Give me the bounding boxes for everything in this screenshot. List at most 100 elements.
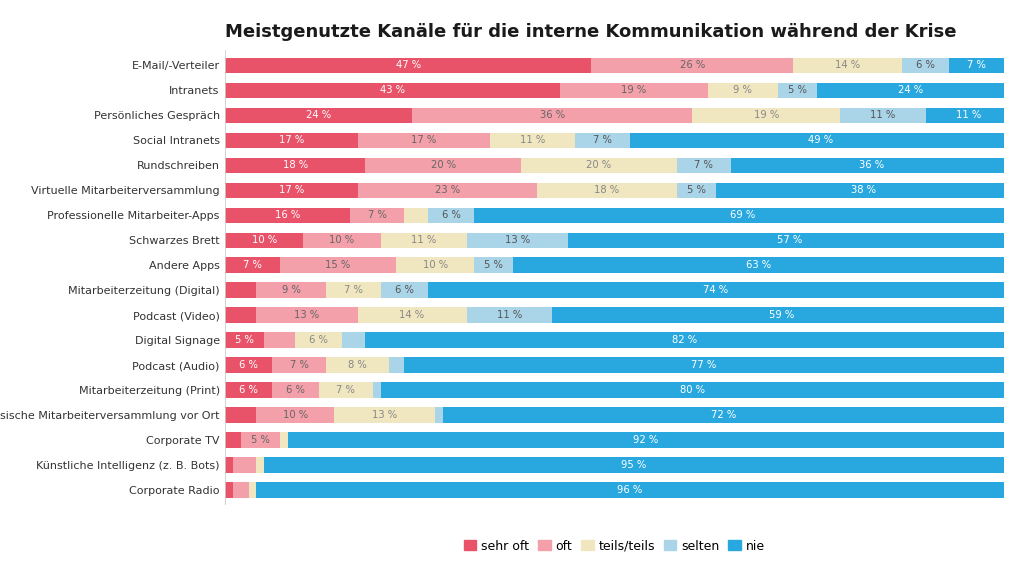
Text: 7 %: 7 % bbox=[243, 260, 262, 270]
Bar bbox=[677, 158, 731, 173]
Bar bbox=[225, 432, 241, 448]
Bar bbox=[537, 182, 677, 198]
Text: 13 %: 13 % bbox=[373, 410, 397, 420]
Bar bbox=[256, 457, 264, 473]
Text: 57 %: 57 % bbox=[777, 235, 802, 245]
Bar bbox=[716, 182, 1012, 198]
Text: 10 %: 10 % bbox=[283, 410, 308, 420]
Bar bbox=[412, 108, 692, 123]
Bar bbox=[350, 208, 404, 223]
Bar bbox=[708, 82, 778, 98]
Bar bbox=[249, 482, 256, 498]
Text: 95 %: 95 % bbox=[622, 460, 646, 470]
Text: 7 %: 7 % bbox=[344, 285, 364, 295]
Text: 6 %: 6 % bbox=[240, 385, 258, 395]
Bar bbox=[225, 457, 233, 473]
Text: 6 %: 6 % bbox=[240, 360, 258, 370]
Text: 69 %: 69 % bbox=[730, 210, 756, 220]
Bar bbox=[630, 132, 1012, 148]
Bar bbox=[225, 357, 272, 373]
Bar bbox=[575, 132, 630, 148]
Bar bbox=[926, 108, 1012, 123]
Text: 18 %: 18 % bbox=[594, 185, 620, 195]
Bar bbox=[443, 407, 1004, 423]
Text: 13 %: 13 % bbox=[505, 235, 529, 245]
Bar bbox=[778, 82, 817, 98]
Bar bbox=[327, 282, 381, 298]
Text: 17 %: 17 % bbox=[279, 185, 304, 195]
Bar bbox=[280, 432, 288, 448]
Bar bbox=[467, 307, 552, 323]
Text: 19 %: 19 % bbox=[754, 111, 779, 121]
Text: 16 %: 16 % bbox=[274, 210, 300, 220]
Text: 5 %: 5 % bbox=[687, 185, 706, 195]
Bar bbox=[404, 208, 428, 223]
Text: 17 %: 17 % bbox=[411, 135, 436, 145]
Text: 63 %: 63 % bbox=[745, 260, 771, 270]
Bar bbox=[357, 182, 537, 198]
Text: 24 %: 24 % bbox=[898, 85, 923, 95]
Text: 20 %: 20 % bbox=[587, 160, 611, 171]
Text: 19 %: 19 % bbox=[622, 85, 646, 95]
Text: 5 %: 5 % bbox=[484, 260, 503, 270]
Text: 43 %: 43 % bbox=[380, 85, 406, 95]
Text: 11 %: 11 % bbox=[955, 111, 981, 121]
Bar bbox=[280, 257, 396, 273]
Bar bbox=[225, 208, 350, 223]
Bar bbox=[381, 232, 467, 248]
Bar bbox=[381, 282, 428, 298]
Text: 5 %: 5 % bbox=[251, 435, 269, 445]
Bar bbox=[489, 132, 575, 148]
Bar bbox=[303, 232, 381, 248]
Bar bbox=[428, 282, 1004, 298]
Text: 7 %: 7 % bbox=[694, 160, 714, 171]
Text: 11 %: 11 % bbox=[520, 135, 546, 145]
Text: 36 %: 36 % bbox=[859, 160, 884, 171]
Bar bbox=[817, 82, 1004, 98]
Bar bbox=[435, 407, 443, 423]
Text: 47 %: 47 % bbox=[395, 61, 421, 71]
Bar bbox=[225, 82, 560, 98]
Bar bbox=[318, 382, 373, 398]
Bar bbox=[373, 382, 381, 398]
Bar bbox=[428, 208, 474, 223]
Text: 10 %: 10 % bbox=[252, 235, 276, 245]
Bar bbox=[342, 332, 366, 348]
Legend: sehr oft, oft, teils/teils, selten, nie: sehr oft, oft, teils/teils, selten, nie bbox=[459, 535, 770, 558]
Bar bbox=[225, 307, 256, 323]
Bar bbox=[233, 457, 256, 473]
Bar bbox=[692, 108, 840, 123]
Text: 6 %: 6 % bbox=[395, 285, 414, 295]
Text: 10 %: 10 % bbox=[330, 235, 354, 245]
Bar bbox=[327, 357, 389, 373]
Bar bbox=[366, 158, 521, 173]
Bar bbox=[794, 58, 902, 73]
Bar bbox=[256, 282, 327, 298]
Text: 13 %: 13 % bbox=[295, 310, 319, 320]
Bar bbox=[225, 108, 412, 123]
Bar bbox=[225, 382, 272, 398]
Bar bbox=[225, 182, 357, 198]
Text: 24 %: 24 % bbox=[306, 111, 331, 121]
Text: 6 %: 6 % bbox=[441, 210, 461, 220]
Text: 7 %: 7 % bbox=[593, 135, 612, 145]
Bar bbox=[467, 232, 567, 248]
Bar bbox=[357, 132, 489, 148]
Text: 77 %: 77 % bbox=[691, 360, 717, 370]
Text: 49 %: 49 % bbox=[808, 135, 834, 145]
Bar bbox=[241, 432, 280, 448]
Text: 6 %: 6 % bbox=[286, 385, 305, 395]
Text: 82 %: 82 % bbox=[672, 335, 697, 345]
Bar bbox=[256, 307, 357, 323]
Bar bbox=[357, 307, 467, 323]
Text: 9 %: 9 % bbox=[282, 285, 301, 295]
Text: 26 %: 26 % bbox=[680, 61, 705, 71]
Bar bbox=[474, 208, 1012, 223]
Text: 96 %: 96 % bbox=[617, 485, 643, 495]
Bar bbox=[225, 482, 233, 498]
Text: 9 %: 9 % bbox=[733, 85, 753, 95]
Text: 74 %: 74 % bbox=[703, 285, 728, 295]
Text: 7 %: 7 % bbox=[967, 61, 986, 71]
Bar bbox=[256, 407, 334, 423]
Text: 5 %: 5 % bbox=[236, 335, 254, 345]
